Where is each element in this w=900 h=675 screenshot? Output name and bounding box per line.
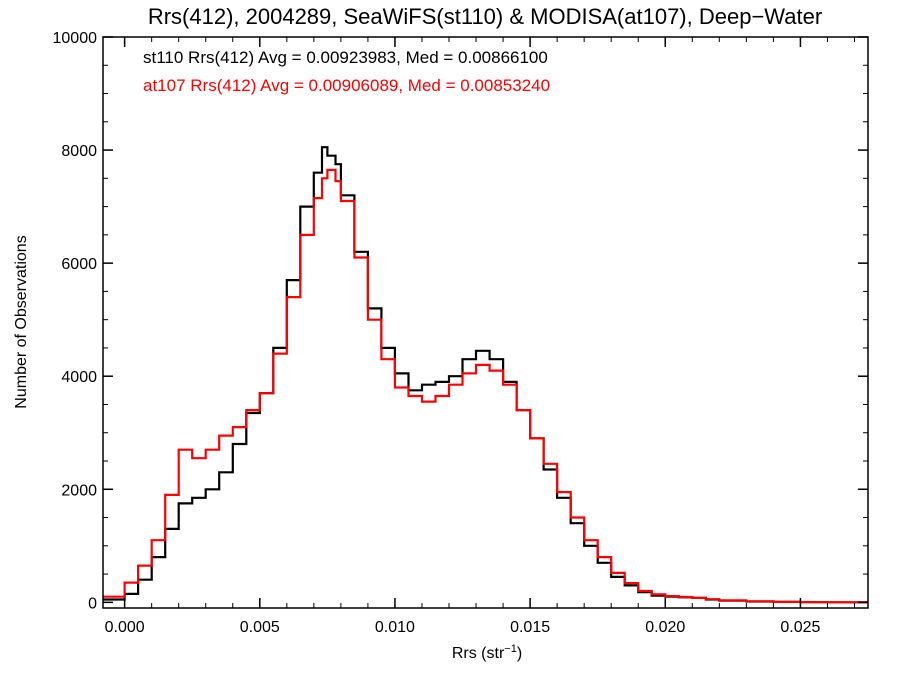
x-axis-label-base: Rrs (str — [452, 645, 505, 662]
y-tick-label: 4000 — [61, 369, 97, 386]
y-axis: 0 2000 4000 6000 8000 10000 — [53, 30, 868, 612]
series-line-at107 — [103, 168, 868, 604]
legend-entry-st110: st110 Rrs(412) Avg = 0.00923983, Med = 0… — [143, 48, 548, 67]
x-tick-label: 0.020 — [645, 619, 685, 636]
x-axis: 0.000 0.005 0.010 0.015 0.020 0.025 — [105, 37, 855, 636]
legend-entry-at107: at107 Rrs(412) Avg = 0.00906089, Med = 0… — [143, 76, 550, 95]
x-axis-label-superscript: −1 — [504, 643, 517, 655]
y-axis-label: Number of Observations — [13, 235, 30, 408]
x-tick-label: 0.010 — [375, 619, 415, 636]
x-axis-label: Rrs (str−1) — [452, 643, 522, 662]
plot-frame — [102, 36, 869, 609]
chart-title: Rrs(412), 2004289, SeaWiFS(st110) & MODI… — [148, 4, 822, 29]
x-tick-label: 0.005 — [240, 619, 280, 636]
x-tick-label: 0.000 — [105, 619, 145, 636]
y-tick-label: 2000 — [61, 482, 97, 499]
x-axis-label-close: ) — [517, 645, 522, 662]
series-curves — [103, 146, 868, 604]
x-tick-label: 0.015 — [510, 619, 550, 636]
y-tick-label: 0 — [88, 595, 97, 612]
x-tick-label: 0.025 — [780, 619, 820, 636]
y-tick-label: 8000 — [61, 143, 97, 160]
y-tick-label: 6000 — [61, 256, 97, 273]
y-tick-label: 10000 — [53, 30, 98, 47]
